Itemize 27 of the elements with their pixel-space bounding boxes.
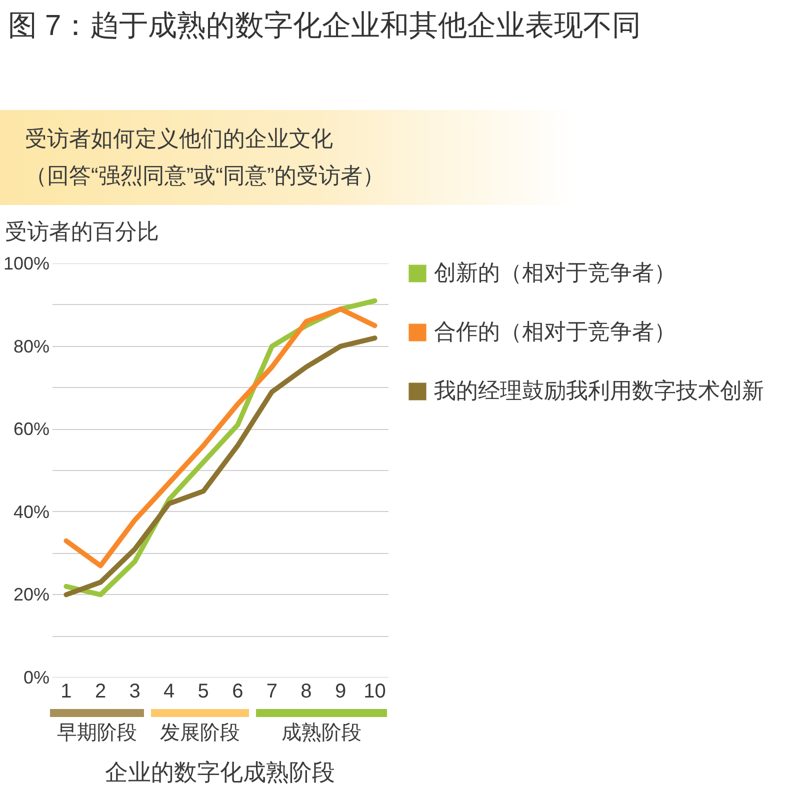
y-tick-label: 80% bbox=[13, 336, 50, 356]
text: 早期阶段 bbox=[56, 721, 138, 746]
x-tick-label: 8 bbox=[300, 680, 312, 702]
legend-label: 合作的（相对于竞争者） bbox=[434, 318, 676, 346]
legend-label: 创新的（相对于竞争者） bbox=[434, 259, 676, 287]
x-tick-label: 5 bbox=[198, 680, 209, 702]
x-tick-label: 10 bbox=[364, 680, 386, 702]
text: 成熟阶段 bbox=[280, 721, 362, 746]
text: 发展阶段 bbox=[159, 721, 241, 746]
x-tick-label: 3 bbox=[129, 680, 140, 702]
y-tick-label: 40% bbox=[13, 502, 50, 522]
y-tick-label: 20% bbox=[13, 584, 50, 605]
chart-title: 图 7：趋于成熟的数字化企业和其他企业表现不同 bbox=[8, 9, 642, 44]
y-tick-label: 100% bbox=[3, 254, 50, 274]
x-tick-label: 4 bbox=[164, 680, 175, 702]
x-tick-label: 7 bbox=[266, 680, 278, 702]
x-tick-label: 1 bbox=[60, 680, 72, 702]
text: （回答“强烈同意”或“同意”的受访者） bbox=[25, 162, 384, 190]
legend-label: 我的经理鼓励我利用数字技术创新 bbox=[434, 377, 764, 405]
x-tick-label: 6 bbox=[232, 680, 244, 702]
x-tick-label: 2 bbox=[94, 680, 106, 702]
chart-subtitle: 受访者如何定义他们的企业文化 bbox=[25, 125, 334, 153]
x-axis-title: 企业的数字化成熟阶段 bbox=[105, 758, 335, 787]
y-tick-label: 0% bbox=[23, 668, 50, 688]
x-tick-label: 9 bbox=[334, 680, 346, 702]
y-tick-label: 60% bbox=[13, 419, 50, 440]
y-axis-title: 受访者的百分比 bbox=[5, 218, 159, 246]
